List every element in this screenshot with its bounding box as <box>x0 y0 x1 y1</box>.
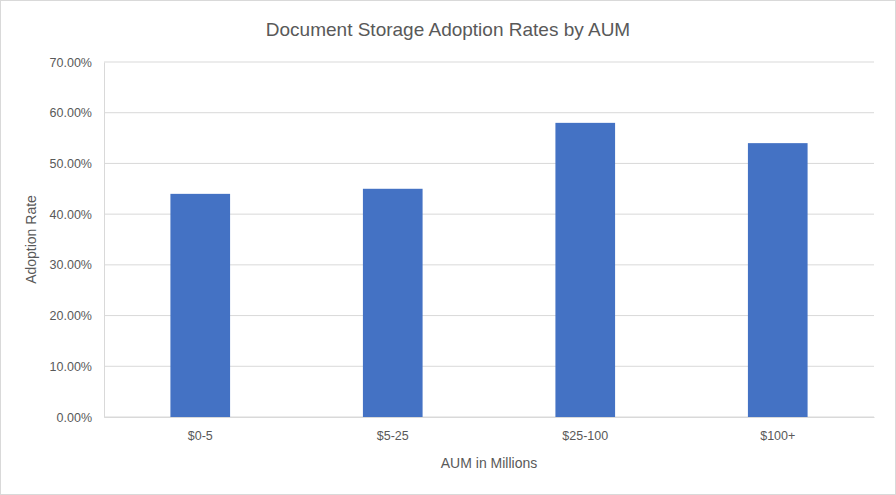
x-axis-line <box>105 417 875 418</box>
y-tick-label: 0.00% <box>57 411 92 425</box>
grid-line <box>104 62 874 63</box>
chart-border <box>1 1 896 495</box>
x-tick: $5-25 <box>377 417 409 443</box>
y-tick: 70.00% <box>50 56 104 70</box>
y-axis-line <box>104 63 105 418</box>
y-tick-label: 50.00% <box>50 157 92 171</box>
y-tick: 50.00% <box>50 157 104 171</box>
title: Document Storage Adoption Rates by AUM <box>266 19 630 40</box>
bars <box>170 123 807 417</box>
y-tick-label: 20.00% <box>50 309 92 323</box>
bar <box>748 143 808 417</box>
x-tick-label: $25-100 <box>562 429 608 443</box>
y-tick-label: 60.00% <box>50 106 92 120</box>
y-tick: 40.00% <box>50 208 104 222</box>
x-tick-label: $0-5 <box>188 429 213 443</box>
grid <box>104 62 874 417</box>
bar <box>170 194 230 417</box>
x-tick: $0-5 <box>188 417 213 443</box>
y-axis: 0.00% 10.00% 20.00% 30.00% 40.00% 50.00% 60.00… <box>50 56 105 425</box>
y-tick: 10.00% <box>50 360 104 374</box>
x-axis: $0-5 $5-25 $25-100 $100+ <box>105 417 875 443</box>
y-axis-title: Adoption Rate <box>23 195 39 284</box>
y-tick: 20.00% <box>50 309 104 323</box>
x-tick-label: $100+ <box>760 429 795 443</box>
y-tick: 60.00% <box>50 106 104 120</box>
x-axis-title: AUM in Millions <box>441 455 537 471</box>
x-tick-label: $5-25 <box>377 429 409 443</box>
y-tick-label: 30.00% <box>50 258 92 272</box>
x-tick: $100+ <box>760 417 795 443</box>
bar <box>363 189 423 417</box>
chart: 0.00% 10.00% 20.00% 30.00% 40.00% 50.00% 60.00… <box>0 0 896 495</box>
y-tick-label: 40.00% <box>50 208 92 222</box>
y-tick: 0.00% <box>57 411 104 425</box>
y-tick: 30.00% <box>50 258 104 272</box>
x-tick: $25-100 <box>562 417 608 443</box>
y-tick-label: 10.00% <box>50 360 92 374</box>
y-tick-label: 70.00% <box>50 56 92 70</box>
grid-line <box>104 112 874 113</box>
plot-area: 0.00% 10.00% 20.00% 30.00% 40.00% 50.00% 60.00… <box>50 56 875 443</box>
bar <box>555 123 615 417</box>
